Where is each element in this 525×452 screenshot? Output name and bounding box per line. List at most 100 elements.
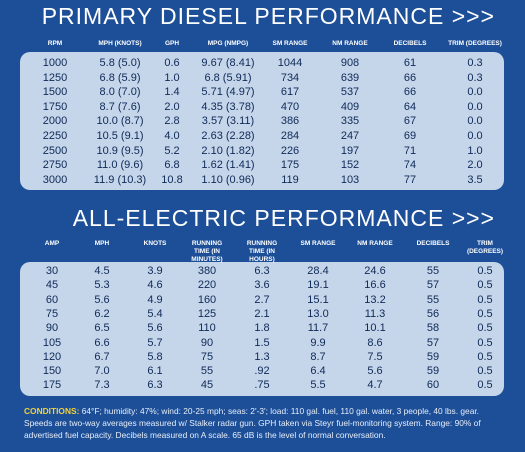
- table-cell: 10.0 (8.7): [96, 115, 144, 128]
- column-header: SM RANGE: [300, 240, 336, 247]
- table-cell: 0.5: [477, 293, 493, 306]
- table-cell: 5.7: [147, 336, 163, 349]
- table-cell: 3.6: [254, 279, 270, 292]
- table-cell: 74: [403, 159, 417, 172]
- table-cell: 28.4: [307, 265, 329, 277]
- table-cell: 5.8 (5.0): [99, 57, 141, 69]
- table-cell: 4.7: [367, 379, 383, 392]
- table-cell: 55: [200, 365, 214, 378]
- table-cell: 0.6: [164, 57, 180, 69]
- table-cell: 13.0: [307, 307, 329, 320]
- table-cell: 734: [280, 71, 300, 84]
- table-cell: 0.5: [477, 265, 493, 277]
- table-cell: 8.7: [310, 350, 326, 363]
- table-cell: 0.5: [477, 322, 493, 335]
- table-cell: 1.0: [467, 144, 483, 157]
- table-cell: 24.6: [364, 265, 386, 277]
- table-cell: 110: [198, 322, 216, 335]
- table-cell: 1.4: [164, 86, 180, 99]
- table-panel: [20, 262, 504, 396]
- table-cell: 13.2: [364, 293, 386, 306]
- table-cell: 11.7: [307, 322, 329, 335]
- table-cell: 5.71 (4.97): [201, 86, 255, 99]
- table-cell: 0.5: [477, 336, 493, 349]
- table-cell: 2.8: [164, 115, 180, 128]
- table-cell: 2000: [42, 115, 68, 128]
- table-cell: .75: [254, 379, 270, 392]
- table-cell: 90: [45, 322, 59, 335]
- table-cell: 0.5: [477, 307, 493, 320]
- table-cell: 61: [403, 57, 417, 69]
- table-cell: 59: [426, 365, 440, 378]
- table-cell: 7.5: [367, 350, 383, 363]
- table-cell: 1.10 (0.96): [201, 173, 255, 186]
- table-cell: 5.8: [147, 350, 163, 363]
- column-header: GPH: [164, 40, 180, 47]
- table-cell: 90: [200, 336, 214, 349]
- table-cell: 197: [340, 144, 360, 157]
- column-header: RUNNING TIME (IN MINUTES): [191, 240, 223, 263]
- table-cell: 3.57 (3.11): [201, 115, 255, 128]
- table-cell: 6.3: [254, 265, 270, 277]
- column-header: NM RANGE: [357, 240, 393, 247]
- table-cell: 77: [403, 173, 417, 186]
- table-cell: 5.3: [94, 279, 110, 292]
- section-title: ALL-ELECTRIC PERFORMANCE >>>: [72, 205, 495, 231]
- table-cell: 16.6: [364, 279, 386, 292]
- table-cell: 175: [280, 159, 300, 172]
- table-cell: 6.5: [94, 322, 110, 335]
- table-cell: 15.1: [307, 293, 329, 306]
- table-cell: 386: [280, 115, 300, 128]
- table-cell: 1.3: [254, 350, 270, 363]
- table-cell: 55: [426, 265, 440, 277]
- column-header: KNOTS: [143, 240, 167, 247]
- table-cell: 4.9: [147, 293, 163, 306]
- column-header: TRIM (DEGREES): [448, 40, 502, 47]
- table-cell: 908: [340, 57, 360, 69]
- table-cell: 58: [426, 322, 440, 335]
- table-cell: 2750: [42, 159, 68, 172]
- table-cell: 1750: [42, 100, 68, 113]
- table-cell: 8.0 (7.0): [99, 86, 141, 99]
- table-cell: 150: [42, 365, 62, 378]
- table-cell: 2500: [42, 144, 68, 157]
- table-cell: 2.1: [254, 307, 270, 320]
- table-cell: 6.6: [94, 336, 110, 349]
- table-cell: 103: [340, 173, 360, 186]
- column-header: MPH (KNOTS): [98, 40, 142, 47]
- table-cell: 152: [340, 159, 360, 172]
- column-header: TRIM (DEGREES): [466, 240, 504, 255]
- table-cell: 226: [280, 144, 300, 157]
- table-cell: 0.3: [467, 71, 483, 84]
- table-cell: 8.7 (7.6): [99, 100, 141, 113]
- table-cell: 0.5: [477, 350, 493, 363]
- table-cell: 5.6: [367, 365, 383, 378]
- table-cell: 2.63 (2.28): [201, 130, 255, 142]
- column-header: DECIBELS: [416, 240, 450, 247]
- table-cell: 7.3: [94, 379, 110, 392]
- table-cell: 0.3: [467, 57, 483, 69]
- table-cell: 639: [340, 71, 360, 84]
- table-cell: 4.0: [164, 130, 180, 142]
- table-cell: .92: [254, 365, 270, 378]
- table-cell: 19.1: [307, 279, 329, 292]
- table-cell: 6.2: [94, 307, 110, 320]
- table-cell: 2250: [42, 130, 68, 142]
- table-cell: 9.67 (8.41): [201, 57, 255, 69]
- table-cell: 120: [42, 350, 62, 363]
- table-cell: 617: [280, 86, 300, 99]
- table-cell: 2.0: [467, 159, 483, 172]
- table-cell: 5.4: [147, 307, 163, 320]
- table-cell: 11.9 (10.3): [93, 173, 147, 186]
- table-cell: 10.8: [161, 173, 183, 186]
- table-cell: 66: [403, 86, 417, 99]
- table-cell: 1000: [42, 57, 68, 69]
- table-cell: 119: [281, 173, 299, 186]
- table-cell: 8.6: [367, 336, 383, 349]
- table-cell: 105: [42, 336, 62, 349]
- table-cell: 67: [403, 115, 417, 128]
- table-cell: 69: [403, 130, 417, 142]
- table-cell: 75: [200, 350, 214, 363]
- column-header: MPH: [94, 240, 110, 247]
- table-cell: 5.2: [164, 144, 180, 157]
